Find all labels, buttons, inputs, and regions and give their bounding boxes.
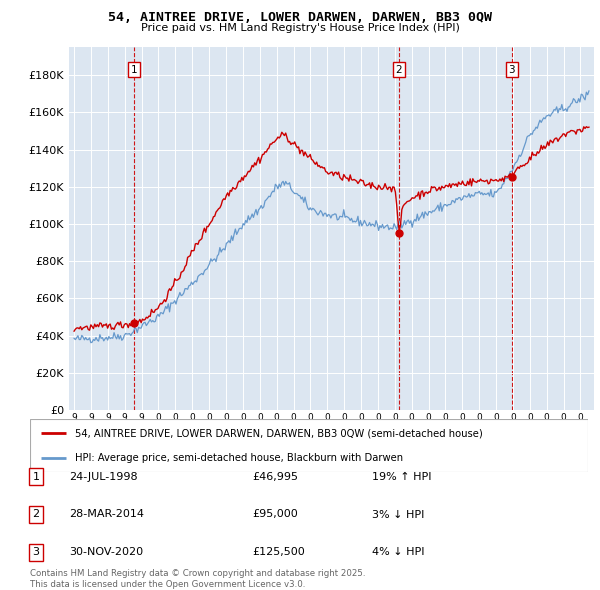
Point bbox=[130, 318, 139, 327]
Text: 24-JUL-1998: 24-JUL-1998 bbox=[69, 472, 137, 481]
Point bbox=[507, 172, 517, 181]
Point bbox=[394, 228, 404, 238]
Text: 3% ↓ HPI: 3% ↓ HPI bbox=[372, 510, 424, 519]
Text: HPI: Average price, semi-detached house, Blackburn with Darwen: HPI: Average price, semi-detached house,… bbox=[74, 453, 403, 463]
Text: Price paid vs. HM Land Registry's House Price Index (HPI): Price paid vs. HM Land Registry's House … bbox=[140, 23, 460, 33]
Text: 1: 1 bbox=[32, 472, 40, 481]
FancyBboxPatch shape bbox=[30, 419, 588, 472]
Text: 1: 1 bbox=[131, 64, 137, 74]
Text: 28-MAR-2014: 28-MAR-2014 bbox=[69, 510, 144, 519]
Text: 3: 3 bbox=[508, 64, 515, 74]
Text: Contains HM Land Registry data © Crown copyright and database right 2025.: Contains HM Land Registry data © Crown c… bbox=[30, 569, 365, 578]
Text: 3: 3 bbox=[32, 548, 40, 557]
Text: 19% ↑ HPI: 19% ↑ HPI bbox=[372, 472, 431, 481]
Text: 54, AINTREE DRIVE, LOWER DARWEN, DARWEN, BB3 0QW: 54, AINTREE DRIVE, LOWER DARWEN, DARWEN,… bbox=[108, 11, 492, 24]
Text: 54, AINTREE DRIVE, LOWER DARWEN, DARWEN, BB3 0QW (semi-detached house): 54, AINTREE DRIVE, LOWER DARWEN, DARWEN,… bbox=[74, 428, 482, 438]
Text: £125,500: £125,500 bbox=[252, 548, 305, 557]
Text: 2: 2 bbox=[32, 510, 40, 519]
Text: 30-NOV-2020: 30-NOV-2020 bbox=[69, 548, 143, 557]
Text: £46,995: £46,995 bbox=[252, 472, 298, 481]
Text: This data is licensed under the Open Government Licence v3.0.: This data is licensed under the Open Gov… bbox=[30, 579, 305, 589]
Text: 4% ↓ HPI: 4% ↓ HPI bbox=[372, 548, 425, 557]
Text: £95,000: £95,000 bbox=[252, 510, 298, 519]
Text: 2: 2 bbox=[395, 64, 402, 74]
